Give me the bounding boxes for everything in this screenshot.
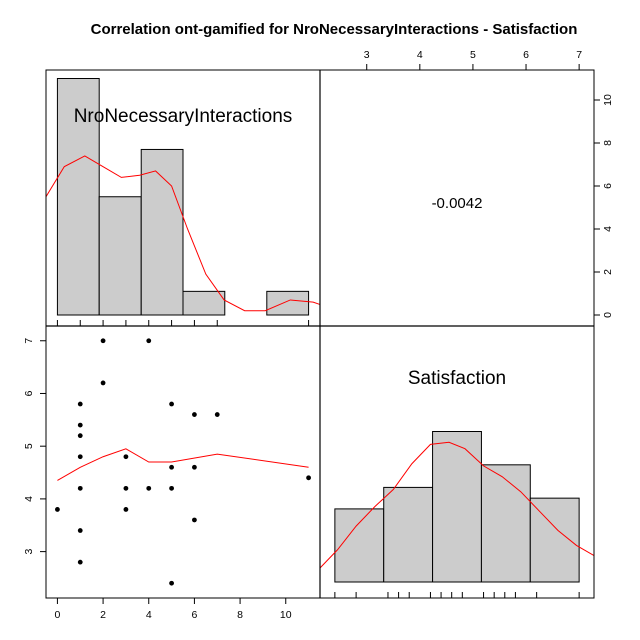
- scatter-point: [55, 507, 60, 512]
- scatter-point: [169, 580, 174, 586]
- scatter-point: [123, 454, 129, 460]
- scatter-point: [306, 475, 311, 481]
- histogram-bar: [334, 508, 385, 583]
- y-tick-label: 7: [23, 338, 35, 344]
- scatter-panel: [55, 338, 311, 586]
- scatter-point: [77, 528, 83, 533]
- scatter-point: [169, 401, 174, 407]
- right-tick-label: 6: [602, 183, 614, 189]
- right-tick-label: 8: [602, 140, 614, 146]
- top-axis: 3 4 5 6 7: [364, 49, 582, 70]
- top-tick-label: 4: [417, 49, 423, 61]
- scatter-point: [77, 485, 83, 491]
- variable-label-x: NroNecessaryInteractions: [74, 106, 293, 127]
- right-axis: 0 2 4 6 8 10: [594, 94, 614, 318]
- scatter-point: [100, 338, 106, 344]
- top-tick-label: 6: [523, 49, 529, 61]
- density-line: [46, 155, 320, 312]
- top-tick-label: 5: [470, 49, 476, 61]
- x-tick-label: 8: [237, 609, 243, 621]
- density-line: [320, 441, 594, 569]
- x-tick-label: 10: [280, 609, 292, 621]
- scatter-point: [192, 464, 197, 470]
- scatter-point: [146, 338, 152, 344]
- y-tick-label: 5: [23, 443, 35, 449]
- histogram-bar: [383, 486, 434, 583]
- y-tick-label: 6: [23, 390, 35, 396]
- histogram-bar: [480, 464, 531, 583]
- bottom-axis: 0 2 4 6 8 10: [54, 598, 292, 621]
- chart-title: Correlation ont-gamified for NroNecessar…: [91, 21, 578, 38]
- left-axis: 3 4 5 6 7: [23, 338, 46, 555]
- histogram-bar: [56, 78, 100, 316]
- right-tick-label: 4: [602, 226, 614, 232]
- right-tick-label: 10: [602, 94, 614, 106]
- scatter-point: [169, 485, 174, 491]
- scatter-point: [192, 412, 197, 417]
- scatter-point: [123, 507, 129, 512]
- smooth-line: [57, 448, 309, 481]
- histogram-satisfaction: [320, 431, 594, 598]
- scatter-point: [214, 412, 220, 417]
- scatter-point: [123, 485, 129, 491]
- histogram-bar: [266, 290, 310, 316]
- right-tick-label: 0: [602, 312, 614, 318]
- histogram-bar: [529, 497, 580, 583]
- scatter-point: [169, 464, 174, 470]
- scatter-point: [77, 422, 83, 428]
- scatter-point: [77, 433, 83, 439]
- scatter-point: [100, 380, 106, 386]
- right-tick-label: 2: [602, 269, 614, 275]
- x-tick-label: 0: [54, 609, 60, 621]
- x-tick-label: 4: [146, 609, 152, 621]
- scatter-point: [146, 485, 152, 491]
- x-tick-label: 6: [191, 609, 197, 621]
- correlation-value: -0.0042: [432, 195, 483, 212]
- scatter-point: [77, 559, 83, 565]
- histogram-bar: [98, 196, 142, 316]
- scatter-point: [77, 454, 83, 460]
- top-tick-label: 3: [364, 49, 370, 61]
- y-tick-label: 4: [23, 496, 35, 502]
- top-tick-label: 7: [576, 49, 582, 61]
- histogram-bar: [140, 148, 184, 316]
- histogram-bar: [432, 431, 482, 583]
- variable-label-y: Satisfaction: [408, 368, 506, 389]
- scatter-point: [77, 401, 83, 407]
- histogram-bar: [182, 290, 226, 316]
- scatter-point: [192, 517, 197, 523]
- x-tick-label: 2: [100, 609, 106, 621]
- y-tick-label: 3: [23, 549, 35, 555]
- histogram-nro-necessary-interactions: [46, 78, 320, 326]
